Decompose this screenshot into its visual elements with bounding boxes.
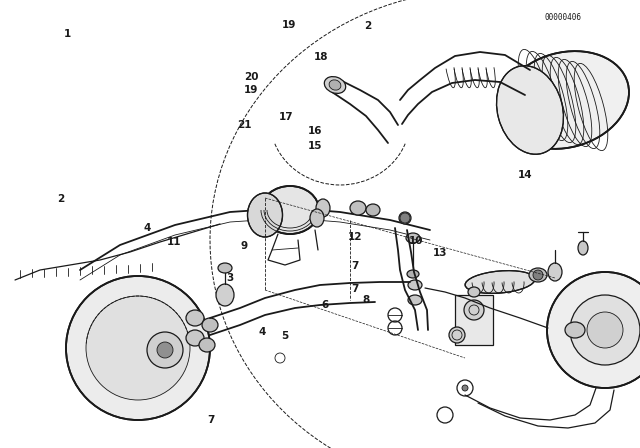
Ellipse shape [468, 287, 480, 297]
Text: 2: 2 [364, 21, 372, 31]
Ellipse shape [216, 284, 234, 306]
Ellipse shape [324, 77, 346, 93]
Ellipse shape [408, 280, 422, 290]
Text: 16: 16 [308, 126, 322, 136]
Ellipse shape [529, 268, 547, 282]
Ellipse shape [202, 318, 218, 332]
Text: 19: 19 [244, 86, 258, 95]
Ellipse shape [186, 330, 204, 346]
Text: 4: 4 [143, 224, 151, 233]
Text: 15: 15 [308, 141, 322, 151]
Text: 5: 5 [281, 331, 289, 341]
Circle shape [147, 332, 183, 368]
Ellipse shape [548, 263, 562, 281]
Text: 7: 7 [207, 415, 215, 425]
Ellipse shape [449, 327, 465, 343]
Circle shape [547, 272, 640, 388]
Ellipse shape [248, 193, 282, 237]
Text: 8: 8 [362, 295, 370, 305]
Text: 11: 11 [167, 237, 181, 247]
Ellipse shape [366, 204, 380, 216]
Text: 14: 14 [518, 170, 532, 180]
Ellipse shape [329, 80, 341, 90]
Text: 13: 13 [433, 248, 447, 258]
Ellipse shape [501, 51, 629, 149]
Text: 1: 1 [63, 29, 71, 39]
Text: 6: 6 [321, 300, 329, 310]
Text: 17: 17 [279, 112, 293, 122]
Circle shape [157, 342, 173, 358]
Text: 00000406: 00000406 [545, 13, 582, 22]
Circle shape [462, 385, 468, 391]
Text: 3: 3 [227, 273, 234, 283]
Circle shape [400, 213, 410, 223]
Text: 2: 2 [57, 194, 65, 204]
Ellipse shape [316, 199, 330, 217]
Text: 7: 7 [351, 284, 359, 294]
Text: 21: 21 [237, 120, 252, 129]
Circle shape [66, 276, 210, 420]
Ellipse shape [218, 263, 232, 273]
Ellipse shape [310, 209, 324, 227]
Circle shape [86, 296, 190, 400]
Text: 18: 18 [314, 52, 328, 62]
Bar [455, 295, 493, 345]
Circle shape [464, 300, 484, 320]
Ellipse shape [408, 295, 422, 305]
Ellipse shape [399, 212, 411, 224]
Text: 12: 12 [348, 233, 362, 242]
Ellipse shape [497, 66, 563, 154]
Ellipse shape [578, 241, 588, 255]
Text: 7: 7 [351, 261, 359, 271]
Ellipse shape [350, 201, 366, 215]
Circle shape [570, 295, 640, 365]
Ellipse shape [186, 310, 204, 326]
Text: 9: 9 [241, 241, 248, 250]
Text: 19: 19 [282, 20, 296, 30]
Ellipse shape [199, 338, 215, 352]
Ellipse shape [465, 271, 535, 293]
Circle shape [587, 312, 623, 348]
Ellipse shape [407, 270, 419, 278]
Ellipse shape [565, 322, 585, 338]
Ellipse shape [406, 233, 420, 243]
Ellipse shape [261, 186, 319, 234]
Circle shape [533, 270, 543, 280]
Text: 4: 4 [259, 327, 266, 336]
Text: 20: 20 [244, 72, 258, 82]
Text: 10: 10 [409, 236, 423, 246]
